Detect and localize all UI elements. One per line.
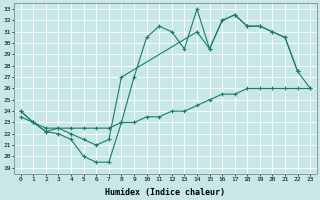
X-axis label: Humidex (Indice chaleur): Humidex (Indice chaleur) — [106, 188, 226, 197]
